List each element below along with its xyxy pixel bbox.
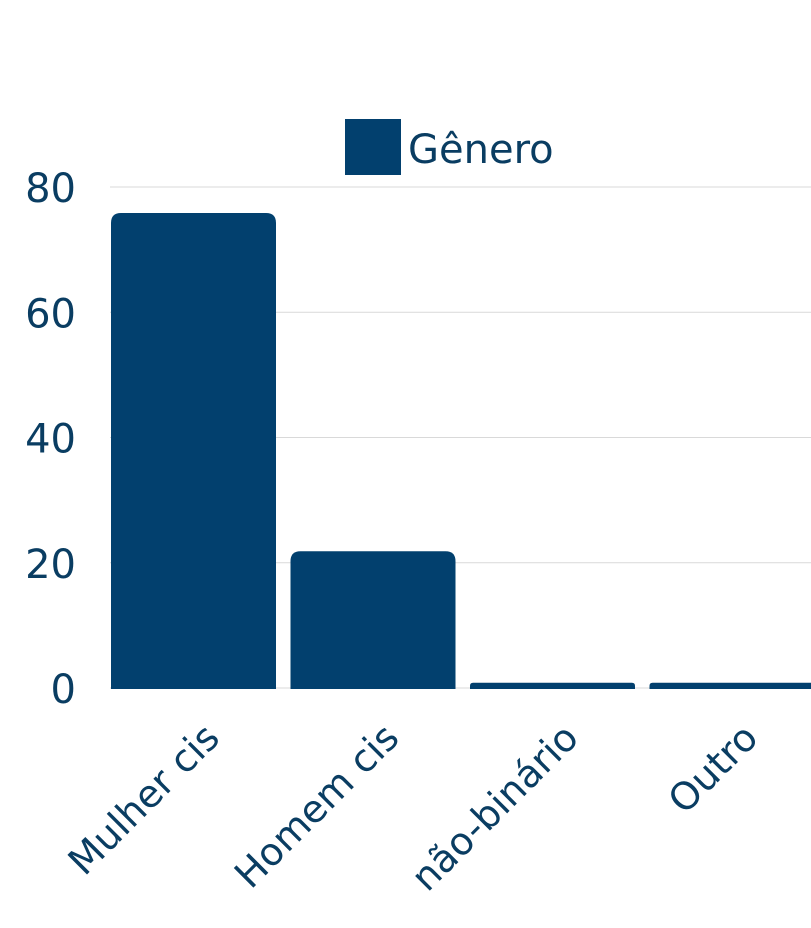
legend: Gênero — [345, 119, 554, 175]
y-tick-label-20: 20 — [25, 542, 76, 588]
y-tick-label-40: 40 — [25, 417, 76, 463]
x-tick-label-mulher-cis: Mulher cis — [60, 715, 228, 883]
y-tick-label-0: 0 — [51, 667, 76, 713]
legend-label-genero: Gênero — [408, 127, 554, 173]
y-axis-ticks: 0 20 40 60 80 — [25, 166, 76, 713]
bar-mulher-cis — [111, 213, 276, 690]
bar-homem-cis — [290, 551, 456, 689]
legend-swatch — [345, 119, 401, 175]
y-tick-label-80: 80 — [25, 166, 76, 212]
bar-n-o-bin-rio — [470, 682, 635, 689]
bars — [111, 213, 811, 690]
y-tick-label-60: 60 — [25, 291, 76, 337]
x-tick-label-outro: Outro — [660, 715, 767, 822]
x-tick-label-homem-cis: Homem cis — [226, 715, 407, 896]
bar-outro — [649, 682, 811, 689]
x-tick-label-n-o-bin-rio: não-binário — [403, 715, 587, 899]
